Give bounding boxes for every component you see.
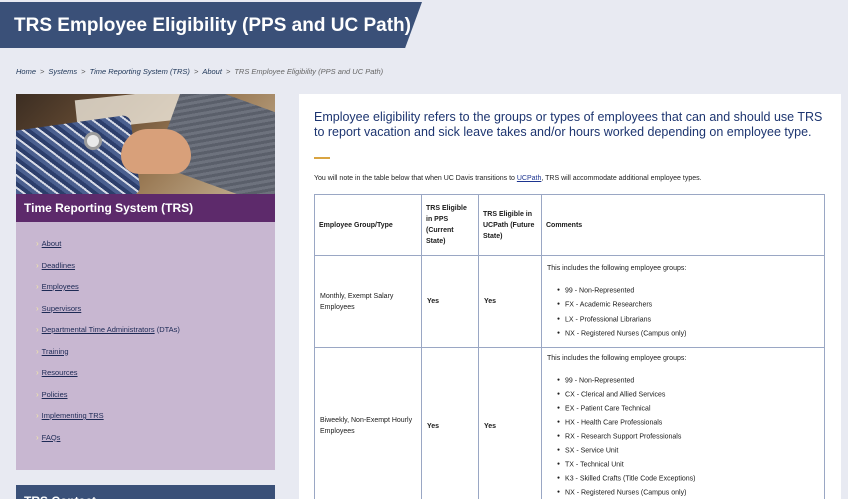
chevron-right-icon: ›: [36, 368, 39, 377]
column-header-group: Employee Group/Type: [314, 194, 422, 256]
breadcrumb-current: TRS Employee Eligibility (PPS and UC Pat…: [234, 67, 384, 76]
list-item: FX - Academic Researchers: [557, 298, 819, 312]
column-header-ucpath: TRS Eligible in UCPath (Future State): [478, 194, 542, 256]
sidebar-item-about: › About: [16, 239, 275, 261]
breadcrumb: Home > Systems > Time Reporting System (TRS)…: [16, 67, 383, 76]
accent-divider: [314, 157, 330, 159]
list-item: CX - Clerical and Allied Services: [557, 388, 819, 402]
sidebar-link[interactable]: Policies: [41, 389, 68, 399]
sidebar-item-implementing: › Implementing TRS: [16, 411, 275, 433]
chevron-right-icon: ›: [36, 325, 39, 334]
sidebar-link[interactable]: Departmental Time Administrators: [41, 325, 155, 334]
sidebar-handshake-photo: [16, 94, 275, 194]
page-title-banner: TRS Employee Eligibility (PPS and UC Pat…: [0, 2, 422, 48]
table-row: Biweekly, Non-Exempt Hourly Employees Ye…: [314, 346, 825, 499]
sidebar-link[interactable]: Training: [41, 346, 69, 356]
chevron-right-icon: ›: [36, 411, 39, 420]
chevron-right-icon: ›: [36, 346, 39, 356]
list-item: 99 - Non-Represented: [557, 284, 819, 298]
ucpath-link[interactable]: UCPath: [516, 175, 542, 182]
employee-group-list: 99 - Non-Represented FX - Academic Resea…: [547, 284, 819, 340]
eligibility-table: Employee Group/Type TRS Eligible in PPS …: [314, 194, 825, 499]
sidebar-item-dtas: › Departmental Time Administrators (DTAs): [16, 325, 275, 347]
list-item: NX - Registered Nurses (Campus only): [557, 327, 819, 341]
note-text: You will note in the table below that wh…: [314, 175, 517, 182]
chevron-right-icon: ›: [36, 239, 39, 248]
intro-paragraph: Employee eligibility refers to the group…: [314, 110, 823, 139]
cell-comments: This includes the following employee gro…: [541, 346, 825, 499]
chevron-right-icon: ›: [36, 303, 39, 313]
list-item: SX - Service Unit: [557, 444, 819, 458]
photo-hands-shape: [121, 129, 191, 174]
sidebar-item-policies: › Policies: [16, 390, 275, 412]
sidebar-item-resources: › Resources: [16, 368, 275, 390]
chevron-right-icon: ›: [36, 260, 39, 270]
cell-ucpath: Yes: [478, 346, 542, 499]
list-item: EX - Patient Care Technical: [557, 402, 819, 416]
list-item: NX - Registered Nurses (Campus only): [557, 486, 819, 499]
breadcrumb-trs[interactable]: Time Reporting System (TRS): [89, 67, 190, 76]
list-item: HX - Health Care Professionals: [557, 416, 819, 430]
sidebar-link[interactable]: Supervisors: [41, 303, 82, 313]
sidebar-nav: › About › Deadlines › Employees › Supervisor…: [16, 222, 275, 470]
table-row: Monthly, Exempt Salary Employees Yes Yes…: [314, 255, 825, 348]
chevron-right-icon: ›: [36, 282, 39, 291]
list-item: LX - Professional Librarians: [557, 313, 819, 327]
column-header-comments: Comments: [541, 194, 825, 256]
cell-pps: Yes: [421, 346, 479, 499]
list-item: TX - Technical Unit: [557, 458, 819, 472]
sidebar-heading[interactable]: Time Reporting System (TRS): [16, 194, 275, 222]
breadcrumb-about[interactable]: About: [202, 67, 222, 76]
sidebar-item-training: › Training: [16, 347, 275, 369]
sidebar-link[interactable]: Resources: [41, 368, 78, 377]
sidebar-item-deadlines: › Deadlines: [16, 261, 275, 283]
cell-pps: Yes: [421, 255, 479, 348]
photo-watch-shape: [84, 132, 102, 150]
sidebar-item-faqs: › FAQs: [16, 433, 275, 455]
breadcrumb-separator: >: [81, 67, 86, 76]
breadcrumb-separator: >: [225, 67, 231, 76]
column-header-pps: TRS Eligible in PPS (Current State): [421, 194, 479, 256]
main-content: Employee eligibility refers to the group…: [299, 94, 841, 499]
note-paragraph: You will note in the table below that wh…: [314, 175, 702, 182]
comments-intro: This includes the following employee gro…: [547, 265, 687, 273]
chevron-right-icon: ›: [36, 389, 39, 399]
sidebar-link[interactable]: About: [41, 239, 62, 248]
cell-comments: This includes the following employee gro…: [541, 255, 825, 348]
table-header-row: Employee Group/Type TRS Eligible in PPS …: [314, 194, 825, 256]
chevron-right-icon: ›: [36, 432, 39, 442]
employee-group-list: 99 - Non-Represented CX - Clerical and A…: [547, 374, 819, 499]
list-item: K3 - Skilled Crafts (Title Code Exceptio…: [557, 472, 819, 486]
breadcrumb-systems[interactable]: Systems: [48, 67, 78, 76]
sidebar-contact-heading: TRS Contact: [16, 485, 275, 499]
list-item: RX - Research Support Professionals: [557, 430, 819, 444]
sidebar-link-suffix: (DTAs): [154, 325, 180, 334]
cell-group: Biweekly, Non-Exempt Hourly Employees: [314, 346, 422, 499]
sidebar-link[interactable]: FAQs: [41, 432, 61, 442]
note-text-after: , TRS will accommodate additional employ…: [541, 175, 702, 182]
comments-intro: This includes the following employee gro…: [547, 355, 687, 362]
sidebar-link[interactable]: Employees: [41, 282, 79, 291]
breadcrumb-separator: >: [40, 67, 45, 76]
breadcrumb-separator: >: [193, 67, 199, 76]
sidebar-link[interactable]: Implementing TRS: [41, 411, 104, 420]
sidebar-link[interactable]: Deadlines: [41, 260, 76, 270]
breadcrumb-home[interactable]: Home: [16, 67, 37, 76]
page-title: TRS Employee Eligibility (PPS and UC Pat…: [14, 15, 411, 36]
sidebar-item-employees: › Employees: [16, 282, 275, 304]
cell-ucpath: Yes: [478, 255, 542, 348]
list-item: 99 - Non-Represented: [557, 374, 819, 388]
cell-group: Monthly, Exempt Salary Employees: [314, 255, 422, 348]
sidebar-item-supervisors: › Supervisors: [16, 304, 275, 326]
